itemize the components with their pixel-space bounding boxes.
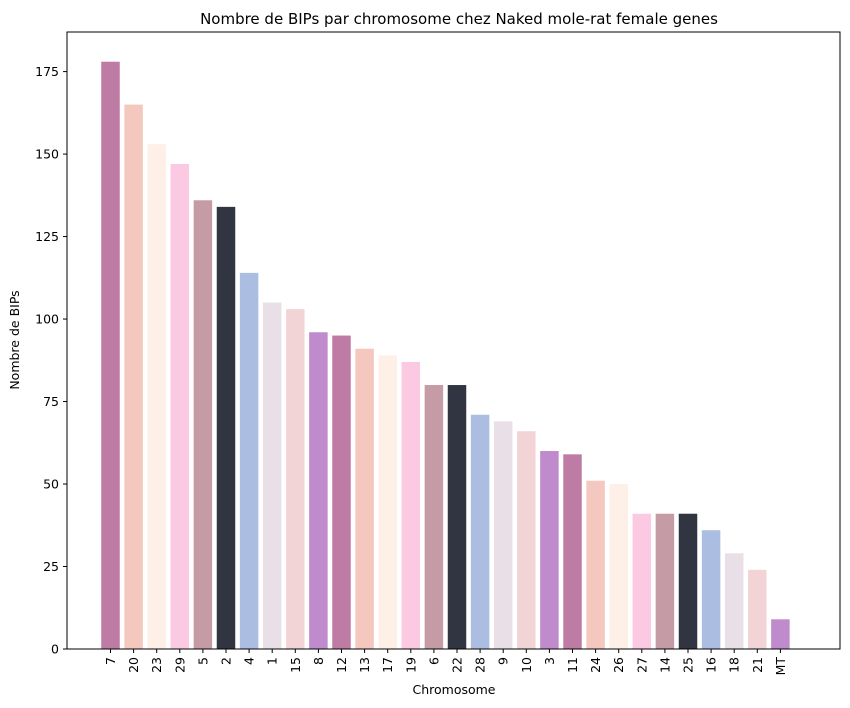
- bar-22: [447, 385, 467, 649]
- x-tick-label-MT: MT: [773, 657, 788, 676]
- x-tick-label-4: 4: [242, 657, 257, 665]
- x-tick-label-17: 17: [380, 657, 395, 673]
- x-tick-label-2: 2: [219, 657, 234, 665]
- x-tick-label-9: 9: [496, 657, 511, 665]
- chart-title: Nombre de BIPs par chromosome chez Naked…: [200, 10, 718, 28]
- x-tick-label-6: 6: [426, 657, 441, 665]
- y-axis: 0 25 50 75 100 125 150 175: [35, 64, 67, 657]
- x-tick-label-26: 26: [611, 657, 626, 673]
- y-tick-label-25: 25: [43, 559, 59, 574]
- x-tick-label-12: 12: [334, 657, 349, 673]
- x-tick-label-3: 3: [542, 657, 557, 665]
- x-tick-label-24: 24: [588, 657, 603, 673]
- bar-7: [101, 61, 120, 649]
- bar-19: [401, 361, 421, 649]
- x-tick-label-29: 29: [172, 657, 187, 673]
- x-tick-label-11: 11: [565, 657, 580, 673]
- y-tick-label-100: 100: [35, 312, 59, 327]
- x-tick-label-20: 20: [126, 657, 141, 673]
- x-tick-label-8: 8: [311, 657, 326, 665]
- y-tick-label-125: 125: [35, 229, 59, 244]
- bar-9: [493, 421, 513, 649]
- x-tick-label-14: 14: [657, 657, 672, 673]
- bar-15: [286, 309, 305, 649]
- bar-13: [355, 348, 374, 649]
- bar-5: [193, 200, 213, 649]
- bar-29: [170, 163, 190, 650]
- x-tick-label-5: 5: [195, 657, 210, 665]
- y-tick-label-75: 75: [43, 394, 59, 409]
- x-tick-label-10: 10: [519, 657, 534, 673]
- bar-10: [517, 431, 536, 649]
- y-tick-label-50: 50: [43, 477, 59, 492]
- bar-12: [332, 335, 351, 649]
- x-tick-label-27: 27: [634, 657, 649, 673]
- y-axis-label: Nombre de BIPs: [7, 290, 22, 389]
- x-tick-label-7: 7: [103, 657, 118, 665]
- x-tick-label-13: 13: [357, 657, 372, 673]
- y-tick-label-150: 150: [35, 147, 59, 162]
- bar-26: [609, 484, 628, 649]
- bar-24: [586, 480, 605, 649]
- x-tick-label-19: 19: [403, 657, 418, 673]
- x-axis-label: Chromosome: [412, 682, 495, 697]
- bar-6: [424, 385, 444, 649]
- x-tick-label-23: 23: [149, 657, 164, 673]
- x-tick-label-21: 21: [750, 657, 765, 673]
- bar-2: [216, 206, 236, 649]
- y-tick-label-0: 0: [51, 642, 59, 657]
- bar-1: [262, 302, 282, 649]
- x-tick-label-1: 1: [265, 657, 280, 665]
- x-tick-label-16: 16: [704, 657, 719, 673]
- bar-27: [632, 513, 652, 649]
- bar-20: [124, 104, 143, 650]
- bar-21: [748, 569, 767, 649]
- x-tick-label-15: 15: [288, 657, 303, 673]
- x-tick-label-25: 25: [681, 657, 696, 673]
- bar-25: [678, 513, 698, 649]
- x-tick-label-18: 18: [727, 657, 742, 673]
- bar-17: [378, 355, 397, 649]
- bar-14: [655, 513, 675, 649]
- bar-28: [470, 414, 490, 649]
- bar-3: [540, 451, 559, 649]
- bar-23: [147, 144, 166, 649]
- bar-18: [724, 553, 744, 649]
- bar-MT: [771, 619, 790, 649]
- bars-group: [101, 61, 790, 650]
- bar-16: [701, 530, 721, 649]
- bar-8: [309, 332, 328, 649]
- x-tick-label-28: 28: [473, 657, 488, 673]
- bar-4: [239, 272, 259, 649]
- x-tick-label-22: 22: [450, 657, 465, 673]
- plot-frame: [66, 31, 841, 650]
- bar-11: [563, 454, 582, 649]
- x-axis: 7 20 23 29 5 2 4 1 15 8 12 13 17 19 6 22 28 9 10 3 11 24 26 27 1…: [103, 649, 788, 675]
- y-tick-label-175: 175: [35, 64, 59, 79]
